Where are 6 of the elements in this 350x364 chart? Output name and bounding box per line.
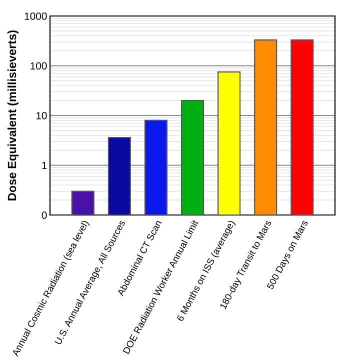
y-tick-label: 0 [42,212,47,219]
y-tick-label: 100 [30,62,47,70]
y-tick-label: 10 [36,112,47,120]
y-tick-label: 1000 [24,12,47,20]
y-tick-label: 1 [42,162,47,170]
y-axis-title: Dose Equivalent (millisieverts) [7,30,18,200]
